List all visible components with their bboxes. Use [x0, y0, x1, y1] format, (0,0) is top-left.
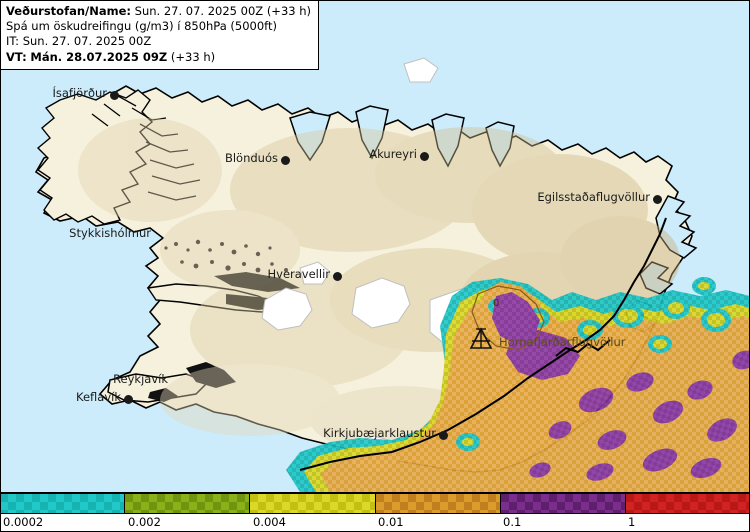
header-line-parameter: Spá um öskudreifingu (g/m3) í 850hPa (50…	[6, 19, 278, 34]
city-label: Hornafjarðarflugvöllur	[499, 335, 626, 349]
forecast-info-box: Veðurstofan/Name: Sun. 27. 07. 2025 00Z …	[0, 0, 320, 70]
colorbar-band-2[interactable]	[250, 494, 376, 513]
contour-value-label: 0	[493, 298, 500, 309]
city-dot	[333, 272, 342, 281]
zero-contour	[471, 285, 545, 351]
city-dot	[653, 195, 662, 204]
city-dot	[281, 156, 290, 165]
header-line-name: Veðurstofan/Name: Sun. 27. 07. 2025 00Z …	[6, 4, 311, 19]
colorbar-band-0[interactable]	[0, 494, 126, 513]
colorbar-tick-labels: 0.0002 0.002 0.004 0.01 0.1 1	[0, 514, 750, 532]
header-line-issue-time: IT: Sun. 27. 07. 2025 00Z	[6, 34, 311, 49]
city-label: Keflavík	[76, 390, 121, 404]
colorbar-band-1[interactable]	[125, 494, 251, 513]
issue-time-value: Sun. 27. 07. 2025 00Z	[22, 34, 152, 49]
city-label: Akureyri	[369, 147, 417, 161]
tick-label: 0.0002	[3, 515, 44, 529]
issue-time-label: IT:	[6, 34, 20, 49]
city-dot	[420, 152, 429, 161]
colorbar-band-4[interactable]	[500, 494, 626, 513]
city-label: Hveravellir	[267, 267, 331, 281]
colorbar-band-5[interactable]	[625, 494, 750, 513]
valid-time-suffix: (+33 h)	[170, 49, 216, 64]
coastline-overlay	[299, 217, 667, 471]
map-graphic	[34, 57, 750, 492]
tick-label: 1	[628, 515, 636, 529]
header-name-label: Veðurstofan/Name:	[6, 4, 131, 18]
colorbar[interactable]	[0, 493, 750, 514]
volcano-icon	[468, 326, 494, 352]
city-dot	[110, 91, 119, 100]
map-canvas[interactable]: Ísafjörður Blönduós Akureyri Egilsstaðaf…	[0, 0, 750, 492]
city-label: Ísafjörður	[52, 86, 108, 100]
colorbar-legend: 0.0002 0.002 0.004 0.01 0.1 1	[0, 492, 750, 532]
city-label: Blönduós	[224, 151, 278, 165]
tick-label: 0.1	[503, 515, 522, 529]
city-label: Stykkishólmur	[69, 226, 151, 240]
city-label: Reykjavík	[113, 372, 168, 386]
city-dot	[439, 431, 448, 440]
city-label: Egilsstaðaflugvöllur	[537, 190, 650, 204]
colorbar-band-3[interactable]	[375, 494, 501, 513]
header-name-value: Sun. 27. 07. 2025 00Z (+33 h)	[134, 4, 312, 18]
valid-time-label: VT:	[6, 49, 27, 64]
tick-label: 0.002	[128, 515, 161, 529]
city-label: Kirkjubæjarklaustur	[323, 426, 436, 440]
tick-label: 0.004	[253, 515, 286, 529]
city-dot	[124, 395, 133, 404]
tick-label: 0.01	[378, 515, 404, 529]
valid-time-value: Mán. 28.07.2025 09Z	[30, 49, 168, 64]
header-line-valid-time: VT: Mán. 28.07.2025 09Z (+33 h)	[6, 50, 311, 65]
